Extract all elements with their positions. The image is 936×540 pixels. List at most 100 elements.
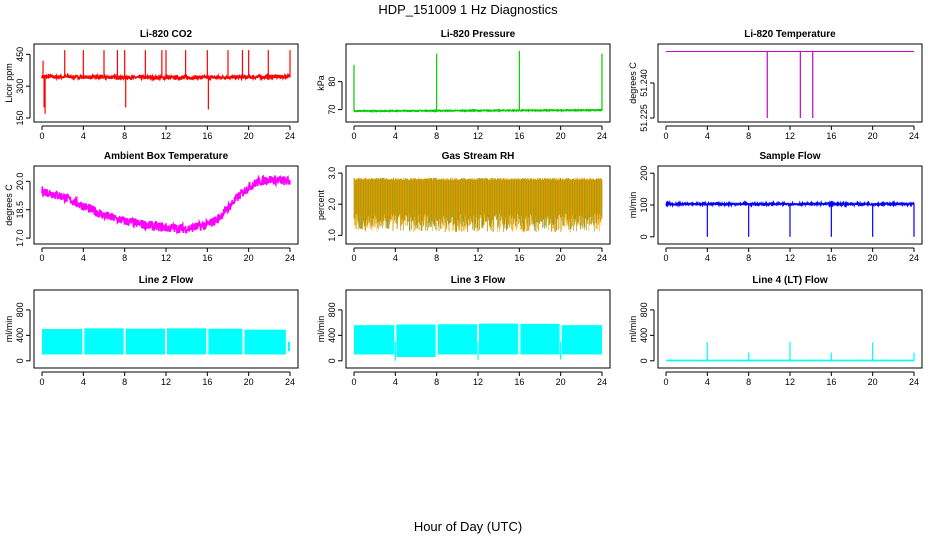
y-tick-label: 400	[15, 328, 25, 343]
y-tick-label: 80	[327, 77, 337, 87]
data-band	[167, 328, 207, 355]
y-axis-label: ml/min	[316, 316, 326, 343]
y-tick-label: 18.5	[15, 201, 25, 219]
x-tick-label: 24	[285, 131, 295, 141]
panel-title: Line 3 Flow	[451, 275, 506, 286]
x-tick-label: 12	[473, 253, 483, 263]
x-tick-label: 20	[244, 253, 254, 263]
x-tick-label: 20	[556, 377, 566, 387]
x-tick-label: 16	[826, 377, 836, 387]
data-band	[42, 329, 83, 355]
plot-frame	[657, 289, 923, 369]
x-tick-label: 20	[868, 377, 878, 387]
plot-frame	[33, 165, 299, 245]
y-tick-label: 400	[639, 328, 649, 343]
y-tick-label: 0	[639, 358, 649, 363]
y-tick-label: 51.240	[639, 69, 649, 97]
y-tick-label: 2.0	[327, 198, 337, 211]
data-band	[396, 324, 436, 357]
y-tick-label: 0	[327, 358, 337, 363]
y-axis-label: ml/min	[4, 316, 14, 343]
y-tick-label: 3.0	[327, 167, 337, 180]
y-tick-label: 1.0	[327, 229, 337, 242]
x-tick-label: 8	[122, 131, 127, 141]
x-tick-label: 12	[161, 253, 171, 263]
x-tick-label: 4	[393, 377, 398, 387]
y-tick-label: 150	[15, 110, 25, 125]
x-tick-label: 0	[39, 377, 44, 387]
x-tick-label: 20	[244, 377, 254, 387]
data-series	[42, 328, 290, 355]
y-axis-label: kPa	[316, 75, 326, 91]
data-line	[41, 174, 291, 235]
x-tick-label: 4	[81, 377, 86, 387]
data-series	[666, 51, 914, 118]
x-tick-label: 12	[161, 131, 171, 141]
data-band	[244, 329, 286, 355]
plot-frame	[657, 165, 923, 245]
x-tick-label: 20	[556, 131, 566, 141]
panel-title: Li-820 Temperature	[744, 29, 836, 40]
plot-frame	[345, 165, 611, 245]
x-tick-label: 16	[826, 131, 836, 141]
x-tick-label: 16	[514, 131, 524, 141]
data-series	[353, 50, 603, 114]
data-series	[353, 177, 603, 233]
y-tick-label: 70	[327, 105, 337, 115]
y-tick-label: 0	[15, 358, 25, 363]
y-tick-label: 800	[15, 302, 25, 317]
x-tick-label: 4	[705, 377, 710, 387]
y-tick-label: 300	[15, 79, 25, 94]
y-axis-label: ml/min	[628, 316, 638, 343]
y-axis-label: percent	[316, 189, 326, 220]
x-tick-label: 8	[434, 131, 439, 141]
x-tick-label: 0	[39, 253, 44, 263]
y-tick-label: 0	[639, 234, 649, 239]
data-band	[437, 324, 477, 355]
x-tick-label: 0	[39, 131, 44, 141]
data-series	[354, 323, 602, 361]
chart-panel-4: Ambient Box Temperature 0 4 8 12 16 20 24 17.0 18…	[4, 151, 299, 263]
x-tick-label: 24	[909, 377, 919, 387]
x-tick-label: 4	[81, 253, 86, 263]
data-band	[354, 325, 395, 355]
x-tick-label: 12	[473, 131, 483, 141]
x-tick-label: 0	[663, 377, 668, 387]
y-tick-label: 200	[639, 166, 649, 181]
data-series	[41, 174, 291, 235]
data-band	[479, 323, 519, 355]
x-tick-label: 0	[351, 377, 356, 387]
y-tick-label: 100	[639, 197, 649, 212]
x-tick-label: 20	[556, 253, 566, 263]
x-tick-label: 8	[434, 253, 439, 263]
panel-title: Li-820 CO2	[140, 29, 193, 40]
x-tick-label: 16	[826, 253, 836, 263]
y-axis-label: Licor ppm	[4, 63, 14, 103]
data-series	[41, 50, 291, 114]
y-tick-label: 51.225	[639, 104, 649, 132]
panel-title: Line 2 Flow	[139, 275, 194, 286]
x-tick-label: 8	[434, 377, 439, 387]
data-band	[287, 341, 290, 352]
panel-title: Sample Flow	[759, 151, 820, 162]
x-tick-label: 12	[785, 377, 795, 387]
chart-panel-3: Li-820 Temperature 0 4 8 12 16 20 24 51.225 51.24…	[628, 29, 923, 141]
x-tick-label: 4	[393, 253, 398, 263]
y-tick-label: 800	[639, 302, 649, 317]
y-axis-label: ml/min	[628, 192, 638, 219]
x-tick-label: 12	[785, 131, 795, 141]
plot-frame	[345, 43, 611, 123]
x-tick-label: 4	[705, 131, 710, 141]
x-tick-label: 12	[161, 377, 171, 387]
x-tick-label: 16	[514, 253, 524, 263]
panel-title: Li-820 Pressure	[441, 29, 516, 40]
x-tick-label: 20	[244, 131, 254, 141]
plot-frame	[33, 289, 299, 369]
x-tick-label: 24	[909, 253, 919, 263]
plot-frame	[657, 43, 923, 123]
data-band	[520, 323, 560, 355]
panel-title: Gas Stream RH	[442, 151, 515, 162]
y-axis-label: degrees C	[4, 184, 14, 226]
